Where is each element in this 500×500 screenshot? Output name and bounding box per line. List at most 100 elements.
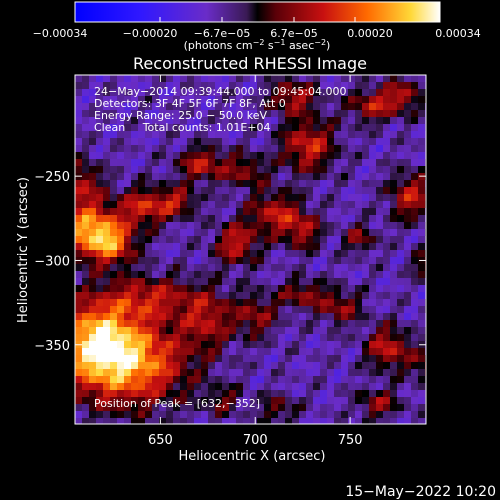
heatmap-cell <box>173 299 181 307</box>
heatmap-cell <box>341 369 349 377</box>
heatmap-cell <box>152 341 160 349</box>
heatmap-cell <box>173 194 181 202</box>
heatmap-cell <box>110 187 118 195</box>
heatmap-cell <box>82 173 90 181</box>
heatmap-cell <box>229 243 237 251</box>
heatmap-cell <box>390 376 398 384</box>
heatmap-cell <box>334 187 342 195</box>
heatmap-cell <box>201 82 209 90</box>
heatmap-cell <box>299 187 307 195</box>
heatmap-cell <box>397 194 405 202</box>
heatmap-cell <box>348 376 356 384</box>
heatmap-cell <box>383 320 391 328</box>
heatmap-cell <box>215 82 223 90</box>
heatmap-cell <box>299 124 307 132</box>
heatmap-cell <box>96 320 104 328</box>
heatmap-cell <box>117 348 125 356</box>
heatmap-cell <box>166 173 174 181</box>
heatmap-cell <box>75 397 83 405</box>
heatmap-cell <box>152 208 160 216</box>
heatmap-cell <box>334 96 342 104</box>
heatmap-cell <box>110 411 118 419</box>
heatmap-cell <box>397 229 405 237</box>
heatmap-cell <box>187 418 195 424</box>
heatmap-cell <box>229 159 237 167</box>
heatmap-cell <box>369 292 377 300</box>
heatmap-cell <box>215 299 223 307</box>
heatmap-cell <box>327 334 335 342</box>
heatmap-cell <box>152 75 160 83</box>
detectors-text: Detectors: 3F 4F 5F 6F 7F 8F, Att 0 <box>94 97 286 110</box>
heatmap-cell <box>96 264 104 272</box>
heatmap-cell <box>327 124 335 132</box>
heatmap-cell <box>299 117 307 125</box>
heatmap-cell <box>341 418 349 424</box>
heatmap-cell <box>89 299 97 307</box>
heatmap-cell <box>194 383 202 391</box>
heatmap-cell <box>411 103 419 111</box>
heatmap-cell <box>215 89 223 97</box>
heatmap-cell <box>243 243 251 251</box>
heatmap-cell <box>292 404 300 412</box>
heatmap-cell <box>187 313 195 321</box>
heatmap-cell <box>138 369 146 377</box>
heatmap-cell <box>355 292 363 300</box>
heatmap-cell <box>96 187 104 195</box>
heatmap-cell <box>362 243 370 251</box>
heatmap-cell <box>159 299 167 307</box>
heatmap-cell <box>285 145 293 153</box>
heatmap-cell <box>278 257 286 265</box>
heatmap-cell <box>145 194 153 202</box>
heatmap-cell <box>327 397 335 405</box>
heatmap-cell <box>145 341 153 349</box>
heatmap-cell <box>320 299 328 307</box>
heatmap-cell <box>306 201 314 209</box>
heatmap-cell <box>257 138 265 146</box>
heatmap-cell <box>383 362 391 370</box>
heatmap-cell <box>306 334 314 342</box>
heatmap-cell <box>194 222 202 230</box>
heatmap-cell <box>327 236 335 244</box>
heatmap-cell <box>215 103 223 111</box>
heatmap-cell <box>376 208 384 216</box>
heatmap-cell <box>229 327 237 335</box>
heatmap-cell <box>383 180 391 188</box>
heatmap-cell <box>285 348 293 356</box>
heatmap-cell <box>383 89 391 97</box>
heatmap-cell <box>334 250 342 258</box>
heatmap-cell <box>285 250 293 258</box>
heatmap-cell <box>194 369 202 377</box>
heatmap-cell <box>215 418 223 424</box>
heatmap-cell <box>159 124 167 132</box>
heatmap-cell <box>285 341 293 349</box>
heatmap-cell <box>166 229 174 237</box>
heatmap-cell <box>369 418 377 424</box>
heatmap-cell <box>82 152 90 160</box>
heatmap-cell <box>82 82 90 90</box>
heatmap-cell <box>271 173 279 181</box>
heatmap-cell <box>327 271 335 279</box>
heatmap-cell <box>110 285 118 293</box>
heatmap-cell <box>201 138 209 146</box>
heatmap-cell <box>348 229 356 237</box>
heatmap-cell <box>222 355 230 363</box>
heatmap-cell <box>271 362 279 370</box>
heatmap-cell <box>201 124 209 132</box>
heatmap-cell <box>229 201 237 209</box>
heatmap-cell <box>110 159 118 167</box>
heatmap-cell <box>82 383 90 391</box>
heatmap-cell <box>355 271 363 279</box>
heatmap-cell <box>299 194 307 202</box>
heatmap-cell <box>278 299 286 307</box>
heatmap-cell <box>89 222 97 230</box>
heatmap-cell <box>327 166 335 174</box>
heatmap-cell <box>369 215 377 223</box>
heatmap-cell <box>271 236 279 244</box>
heatmap-cell <box>229 313 237 321</box>
heatmap-cell <box>341 271 349 279</box>
heatmap-cell <box>208 390 216 398</box>
heatmap-cell <box>215 383 223 391</box>
heatmap-cell <box>313 348 321 356</box>
heatmap-cell <box>334 243 342 251</box>
